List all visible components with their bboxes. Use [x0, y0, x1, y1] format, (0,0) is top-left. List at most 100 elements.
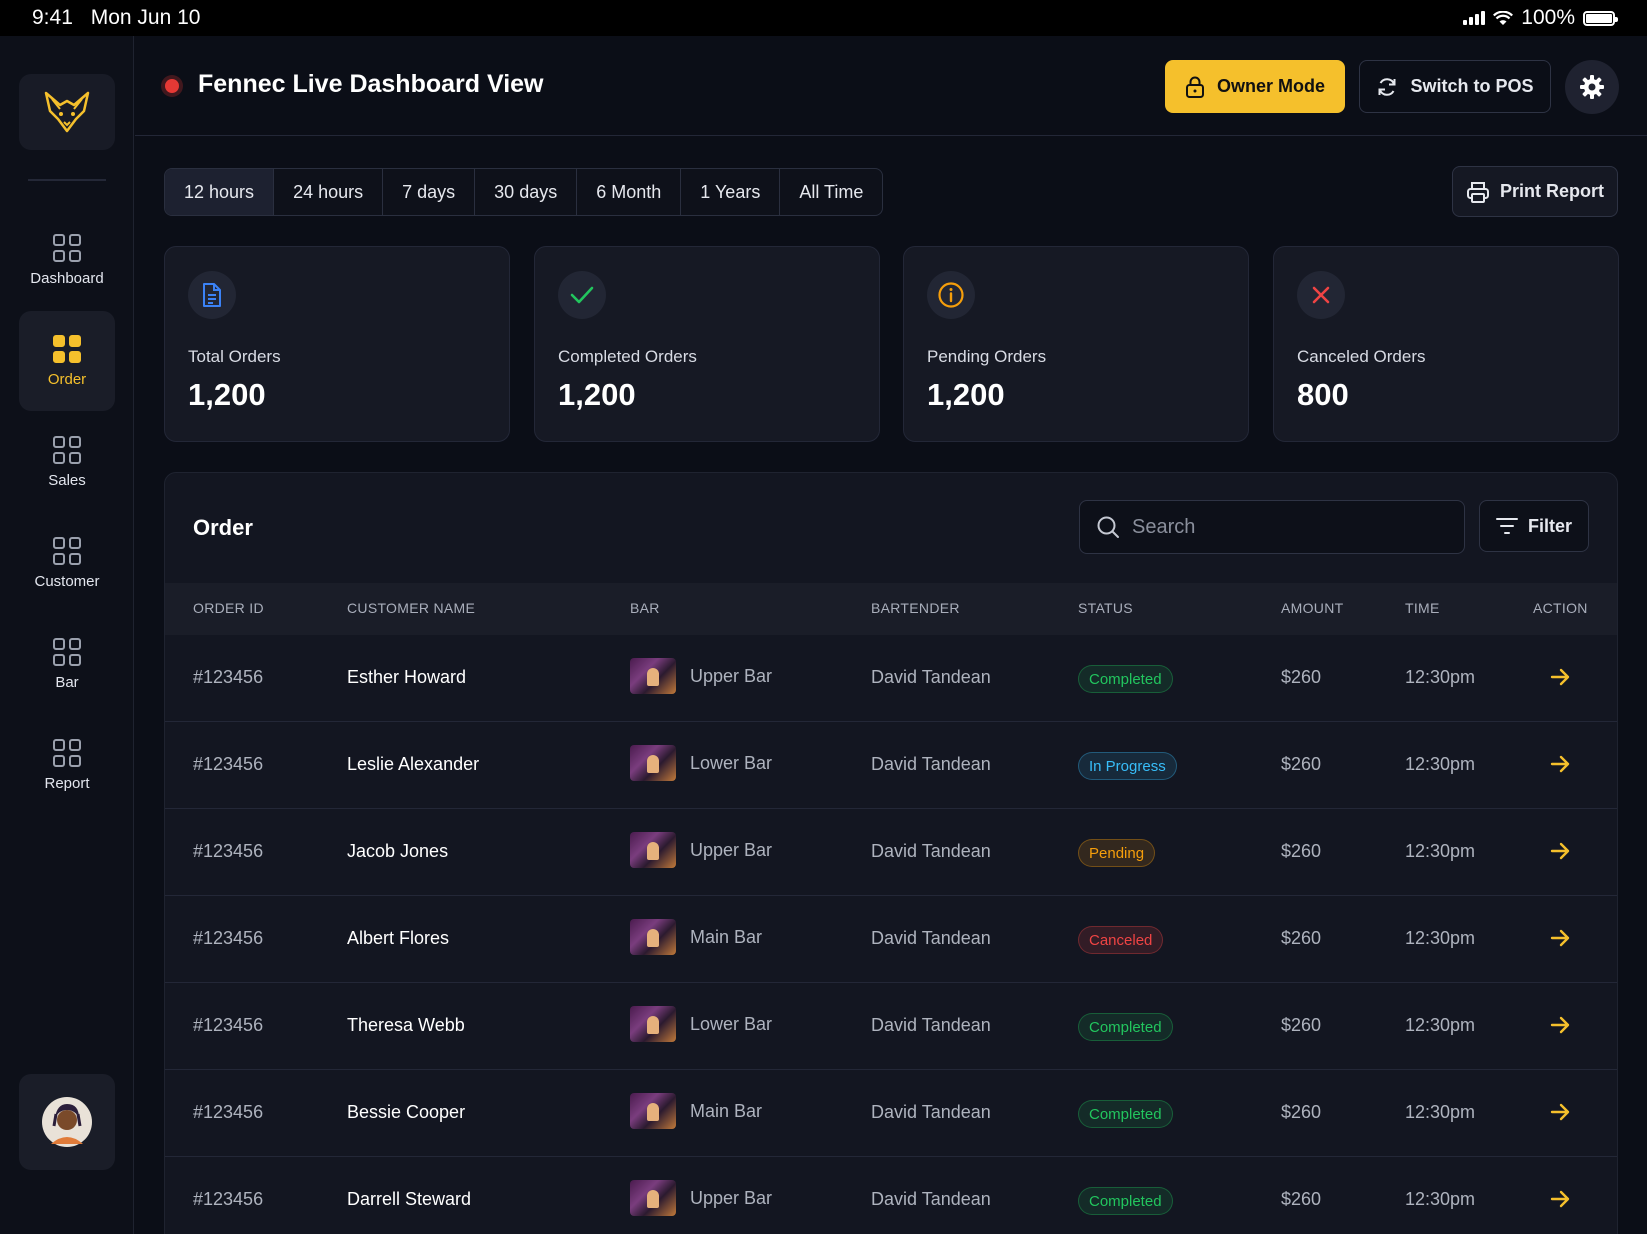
- grid-icon: [53, 637, 81, 666]
- grid-icon: [53, 738, 81, 767]
- close-icon: [1312, 286, 1330, 304]
- amount-cell: $260: [1281, 1102, 1322, 1122]
- time-cell: 12:30pm: [1405, 1015, 1476, 1035]
- stat-card-total-orders: Total Orders 1,200: [164, 246, 510, 442]
- arrow-right-icon[interactable]: [1549, 840, 1571, 862]
- time-cell: 12:30pm: [1405, 754, 1476, 774]
- owner-mode-button[interactable]: Owner Mode: [1165, 60, 1345, 113]
- stat-icon-wrapper: [188, 271, 236, 319]
- arrow-right-icon[interactable]: [1549, 666, 1571, 688]
- order-id-cell: #123456: [193, 1189, 264, 1209]
- stat-value: 1,200: [558, 377, 636, 412]
- arrow-right-icon[interactable]: [1549, 1188, 1571, 1210]
- column-header-amount: AMOUNT: [1281, 600, 1344, 616]
- bar-thumbnail: [630, 1093, 676, 1129]
- filter-icon: [1495, 518, 1518, 534]
- tab-24-hours[interactable]: 24 hours: [274, 169, 384, 215]
- print-report-button[interactable]: Print Report: [1452, 166, 1618, 217]
- column-header-bar: BAR: [630, 600, 660, 616]
- sidebar-item-bar[interactable]: Bar: [19, 614, 115, 714]
- stat-card-canceled-orders: Canceled Orders 800: [1273, 246, 1619, 442]
- sidebar-item-order[interactable]: Order: [19, 311, 115, 411]
- grid-icon: [53, 334, 81, 363]
- tab-6-month[interactable]: 6 Month: [577, 169, 682, 215]
- sidebar-item-label: Bar: [55, 673, 79, 691]
- bartender-cell: David Tandean: [871, 928, 991, 948]
- table-row[interactable]: #123456 Leslie Alexander Lower Bar David Ta…: [165, 722, 1617, 809]
- bar-name: Lower Bar: [690, 1013, 773, 1034]
- lock-icon: [1185, 76, 1204, 98]
- table-row[interactable]: #123456 Theresa Webb Lower Bar David Tandea…: [165, 983, 1617, 1070]
- tab-1-years[interactable]: 1 Years: [681, 169, 781, 215]
- arrow-right-icon[interactable]: [1549, 1014, 1571, 1036]
- bar-cell: Lower Bar: [630, 745, 772, 781]
- stat-icon-wrapper: [1297, 271, 1345, 319]
- filter-button[interactable]: Filter: [1479, 500, 1589, 552]
- order-id-cell: #123456: [193, 667, 264, 687]
- sidebar-item-label: Dashboard: [30, 269, 104, 287]
- time-range-tabs: 12 hours 24 hours 7 days 30 days 6 Month…: [164, 168, 884, 216]
- table-header: ORDER ID CUSTOMER NAME BAR BARTENDER STA…: [165, 583, 1617, 635]
- tab-12-hours[interactable]: 12 hours: [165, 169, 275, 215]
- time-cell: 12:30pm: [1405, 1189, 1476, 1209]
- tab-30-days[interactable]: 30 days: [475, 169, 578, 215]
- table-row[interactable]: #123456 Jacob Jones Upper Bar David Tandean…: [165, 809, 1617, 896]
- orders-title: Order: [193, 515, 253, 540]
- sidebar-item-label: Sales: [48, 471, 86, 489]
- tab-7-days[interactable]: 7 days: [383, 169, 476, 215]
- wifi-icon: [1493, 10, 1514, 25]
- sidebar-item-dashboard[interactable]: Dashboard: [19, 210, 115, 310]
- table-row[interactable]: #123456 Darrell Steward Upper Bar David Tan…: [165, 1157, 1617, 1234]
- sidebar-item-customer[interactable]: Customer: [19, 513, 115, 613]
- stat-value: 800: [1297, 377, 1349, 412]
- bar-cell: Main Bar: [630, 1093, 762, 1129]
- status-badge: Completed: [1078, 1187, 1173, 1215]
- amount-cell: $260: [1281, 1189, 1322, 1209]
- check-icon: [570, 286, 594, 304]
- amount-cell: $260: [1281, 928, 1322, 948]
- user-avatar-button[interactable]: [19, 1074, 115, 1170]
- arrow-right-icon[interactable]: [1549, 927, 1571, 949]
- amount-cell: $260: [1281, 1015, 1322, 1035]
- table-row[interactable]: #123456 Bessie Cooper Main Bar David Tandea…: [165, 1070, 1617, 1157]
- gear-icon: [1580, 75, 1604, 99]
- switch-to-pos-button[interactable]: Switch to POS: [1359, 60, 1551, 113]
- bar-cell: Upper Bar: [630, 832, 772, 868]
- info-icon: [938, 282, 964, 308]
- bar-thumbnail: [630, 745, 676, 781]
- customer-name-cell: Bessie Cooper: [347, 1102, 466, 1122]
- settings-button[interactable]: [1565, 60, 1619, 114]
- bar-thumbnail: [630, 832, 676, 868]
- time-cell: 12:30pm: [1405, 841, 1476, 861]
- sidebar-item-report[interactable]: Report: [19, 715, 115, 815]
- live-indicator-icon: [165, 79, 179, 93]
- bartender-cell: David Tandean: [871, 667, 991, 687]
- bar-thumbnail: [630, 1180, 676, 1216]
- amount-cell: $260: [1281, 841, 1322, 861]
- arrow-right-icon[interactable]: [1549, 1101, 1571, 1123]
- bar-thumbnail: [630, 1006, 676, 1042]
- table-row[interactable]: #123456 Albert Flores Main Bar David Tandea…: [165, 896, 1617, 983]
- arrow-right-icon[interactable]: [1549, 753, 1571, 775]
- status-badge: Pending: [1078, 839, 1156, 867]
- tab-all-time[interactable]: All Time: [799, 181, 864, 202]
- page-title: Fennec Live Dashboard View: [198, 70, 544, 98]
- printer-icon: [1466, 181, 1489, 203]
- amount-cell: $260: [1281, 754, 1322, 774]
- status-badge: In Progress: [1078, 752, 1177, 780]
- bar-name: Upper Bar: [690, 665, 773, 686]
- orders-panel: Order Filter ORDER ID CUSTOMER NAME BAR …: [164, 472, 1618, 1234]
- stat-label: Total Orders: [188, 347, 281, 366]
- avatar: [42, 1097, 92, 1147]
- stat-value: 1,200: [188, 377, 266, 412]
- sidebar: Dashboard Order Sales Customer Bar Repor…: [0, 36, 134, 1234]
- search-box[interactable]: [1079, 500, 1465, 554]
- bar-thumbnail: [630, 658, 676, 694]
- table-row[interactable]: #123456 Esther Howard Upper Bar David Tande…: [165, 635, 1617, 722]
- search-input[interactable]: [1132, 515, 1432, 539]
- fennec-logo[interactable]: [19, 74, 115, 150]
- bartender-cell: David Tandean: [871, 841, 991, 861]
- sidebar-item-sales[interactable]: Sales: [19, 412, 115, 512]
- stat-value: 1,200: [927, 377, 1005, 412]
- bartender-cell: David Tandean: [871, 1015, 991, 1035]
